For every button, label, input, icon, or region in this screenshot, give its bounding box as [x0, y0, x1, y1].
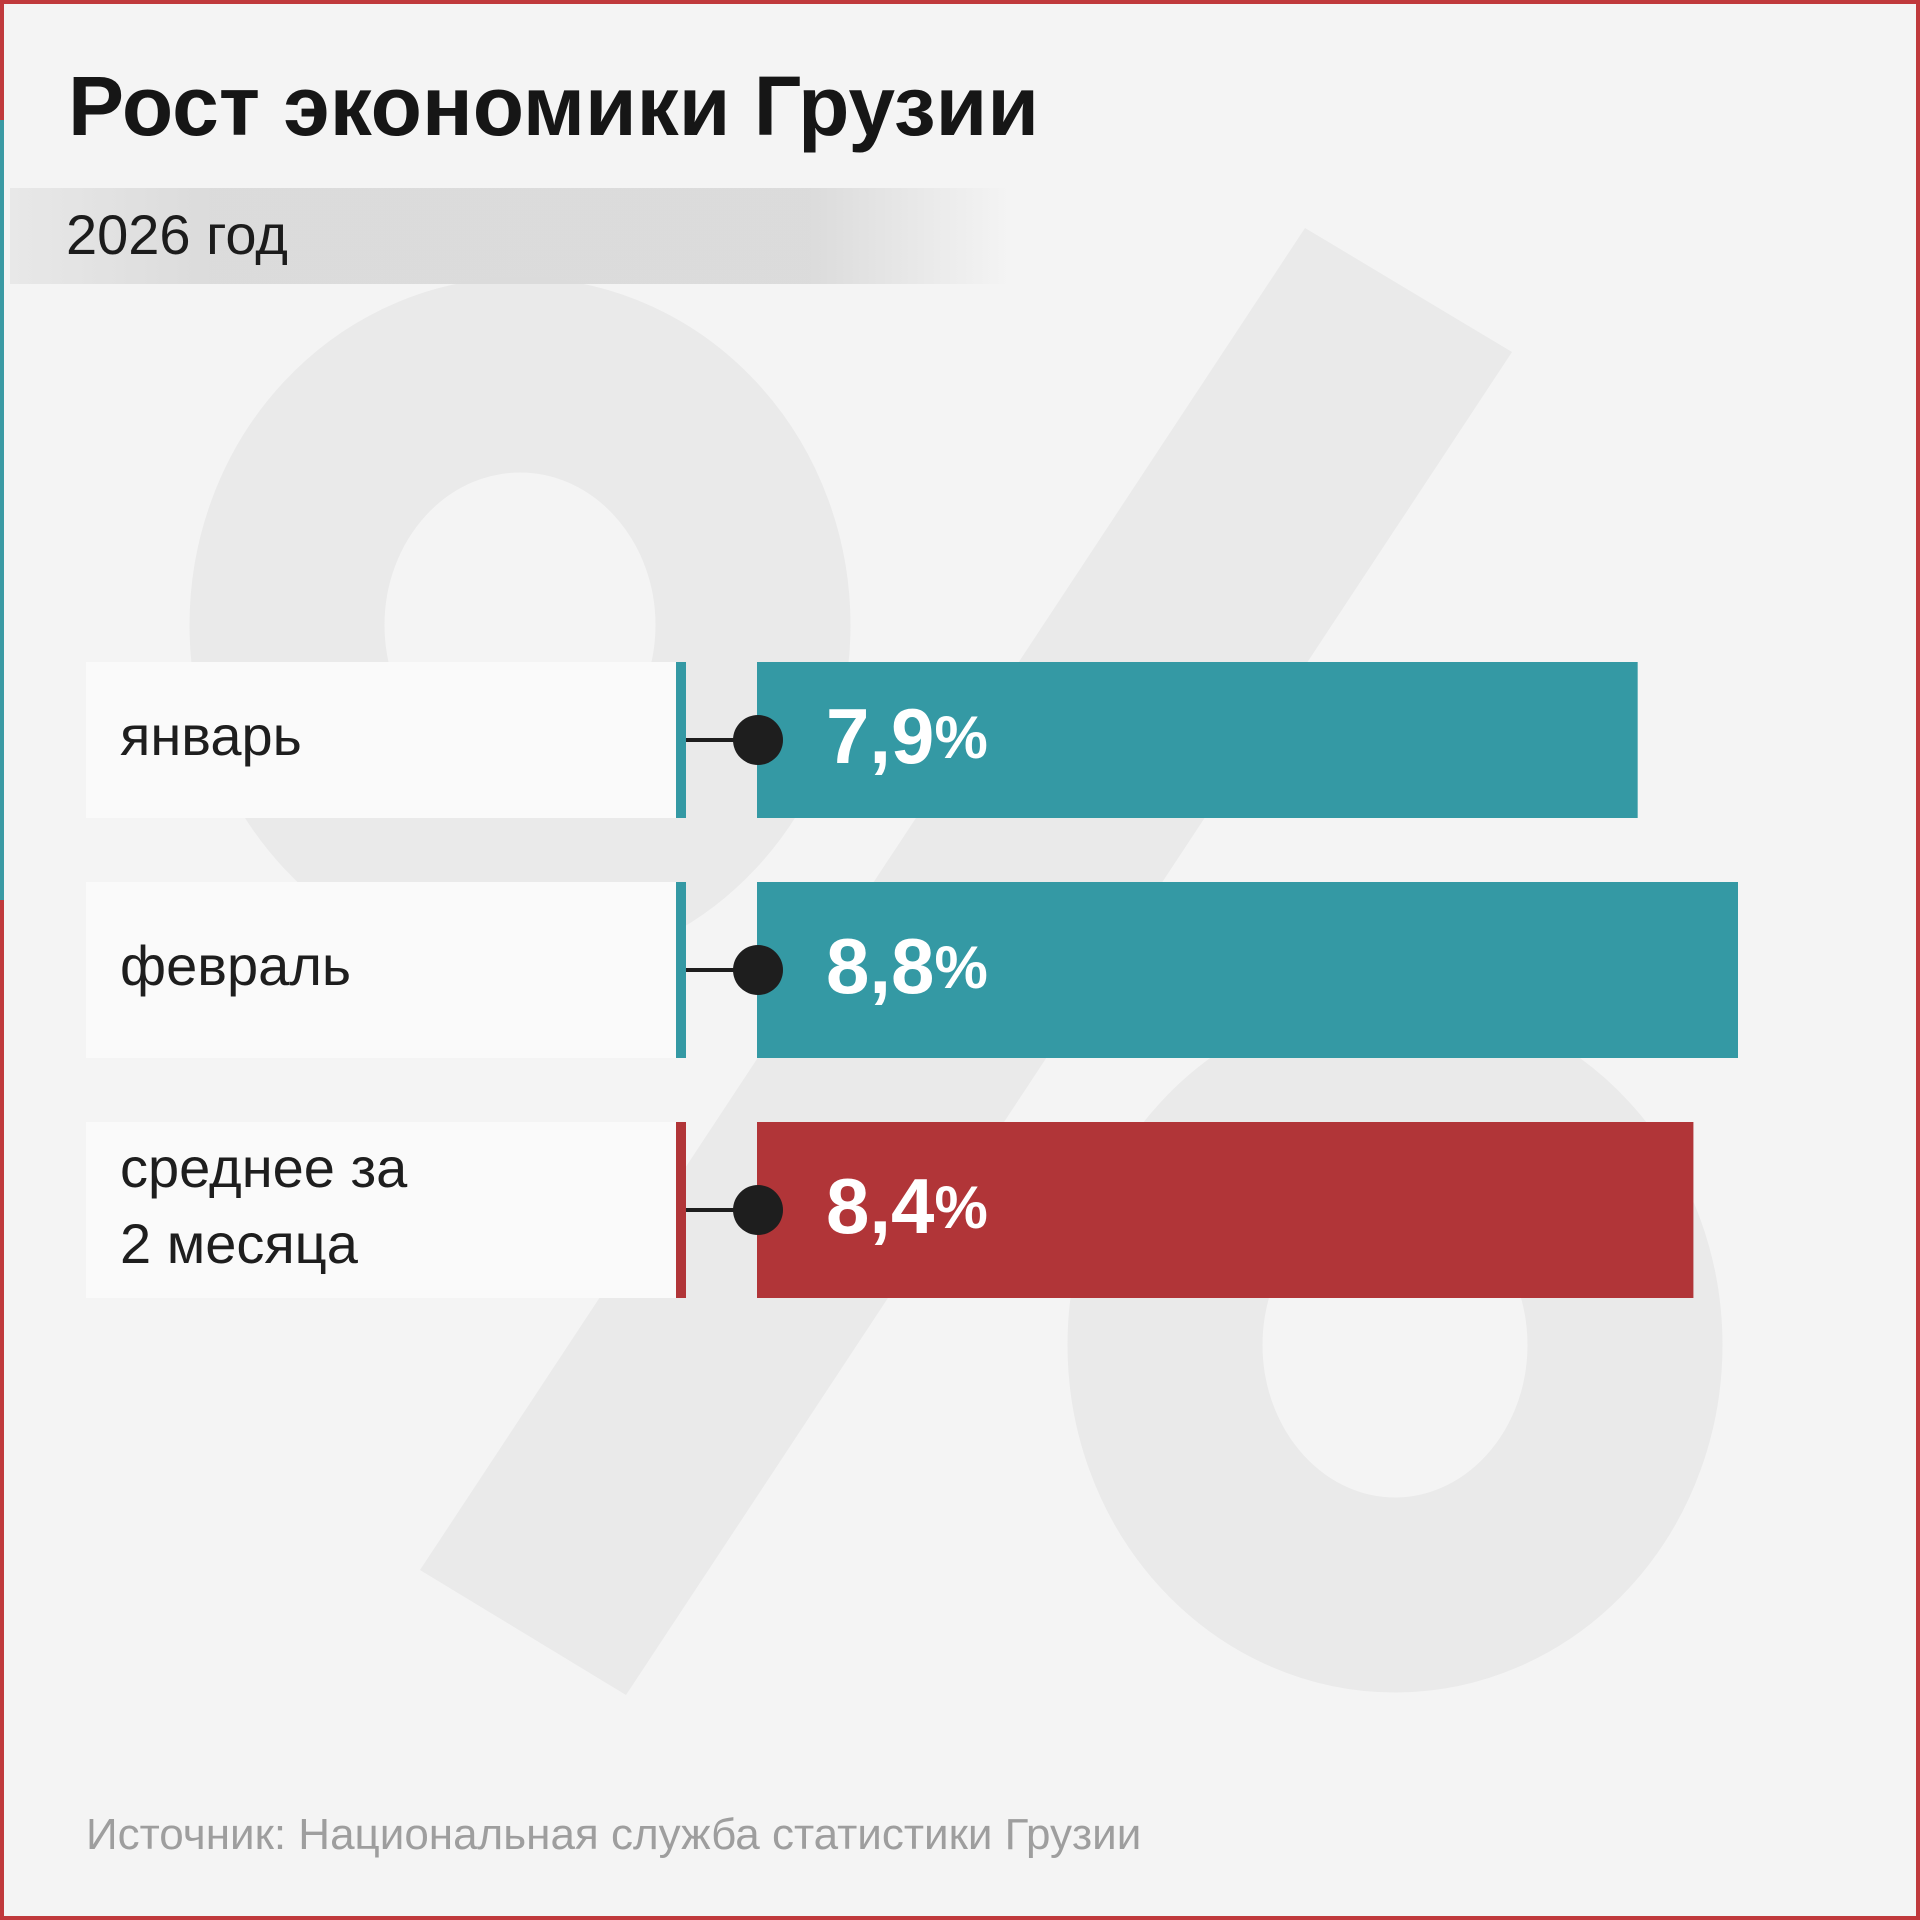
frame-top — [0, 0, 1920, 4]
chart-subtitle: 2026 год — [66, 203, 288, 266]
category-label: среднее за 2 месяца — [120, 1136, 408, 1275]
category-label: февраль — [120, 934, 351, 997]
bar — [757, 662, 1638, 818]
category-separator — [676, 882, 686, 1058]
category-label-box — [86, 1122, 676, 1298]
chart-title: Рост экономики Грузии — [68, 59, 1039, 153]
bar — [757, 882, 1738, 1058]
frame-right — [1916, 0, 1920, 1920]
category-label-box — [86, 662, 676, 818]
bar — [757, 1122, 1694, 1298]
bar-dot — [733, 945, 783, 995]
bar-dot — [733, 715, 783, 765]
value-label: 8,4% — [826, 1162, 988, 1250]
value-label: 7,9% — [826, 692, 988, 780]
frame-left-accent — [0, 120, 4, 900]
source-note: Источник: Национальная служба статистики… — [86, 1810, 1142, 1859]
category-separator — [676, 662, 686, 818]
bar-dot — [733, 1185, 783, 1235]
category-label: январь — [120, 704, 302, 767]
value-label: 8,8% — [826, 922, 988, 1010]
subtitle-band — [10, 188, 1010, 284]
category-label-box — [86, 882, 676, 1058]
category-separator — [676, 1122, 686, 1298]
frame-left — [0, 0, 4, 1920]
frame-bottom — [0, 1916, 1920, 1920]
